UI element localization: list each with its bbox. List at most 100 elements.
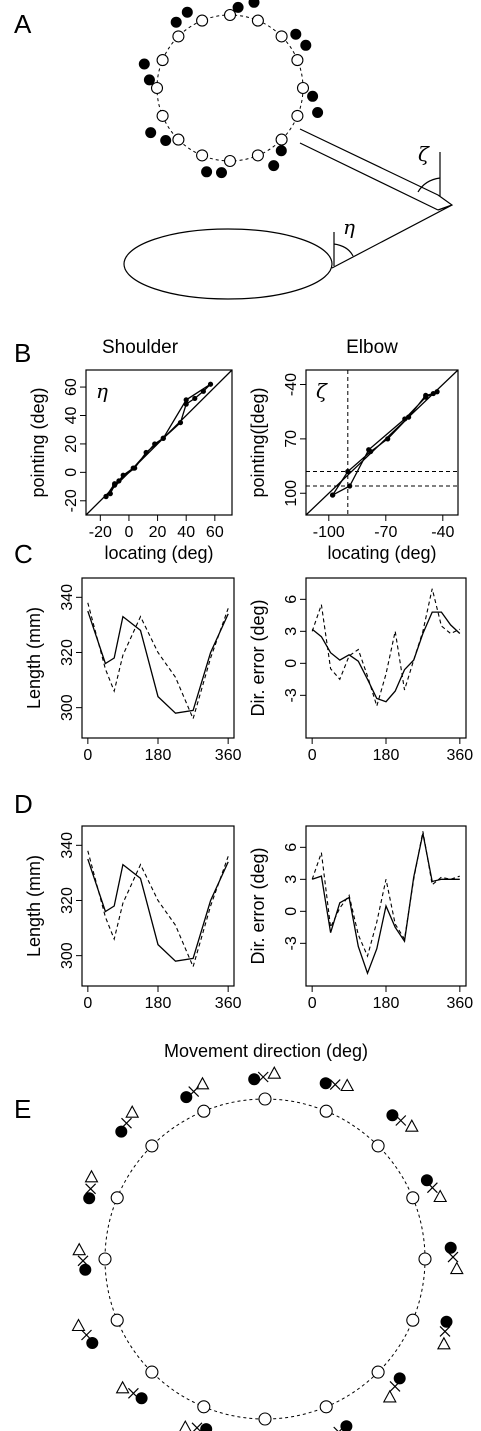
y-tick-label: 6 bbox=[283, 595, 300, 604]
y-tick-label: 300 bbox=[59, 694, 76, 721]
plot-frame bbox=[305, 577, 467, 739]
data-point bbox=[107, 491, 113, 497]
data-point bbox=[183, 401, 189, 407]
y-tick-label: 300 bbox=[59, 942, 76, 969]
target-marker bbox=[110, 1191, 124, 1205]
model-marker-cross bbox=[77, 1255, 89, 1267]
model-marker-triangle bbox=[449, 1261, 464, 1275]
pointing-marker bbox=[86, 1337, 99, 1349]
model-marker-triangle bbox=[195, 1076, 210, 1090]
target-marker bbox=[223, 154, 237, 168]
pointing-marker bbox=[300, 39, 312, 51]
model-marker-cross bbox=[329, 1079, 341, 1091]
data-point bbox=[366, 447, 372, 453]
data-point bbox=[132, 465, 138, 471]
pointing-marker bbox=[135, 1392, 148, 1405]
pointing-marker bbox=[248, 0, 260, 8]
model-marker-triangle bbox=[433, 1189, 448, 1203]
series-line-solid bbox=[311, 611, 461, 703]
model-marker-cross bbox=[426, 1182, 438, 1194]
target-marker bbox=[319, 1400, 333, 1414]
model-marker-cross bbox=[389, 1380, 401, 1392]
x-tick-label: 60 bbox=[206, 524, 224, 541]
target-marker bbox=[275, 30, 288, 43]
target-marker bbox=[258, 1412, 272, 1426]
model-marker-triangle bbox=[267, 1066, 282, 1079]
pointing-marker bbox=[170, 16, 182, 28]
data-point bbox=[345, 468, 351, 475]
y-tick-label: -3 bbox=[283, 688, 300, 702]
panel-letter-e: E bbox=[14, 1094, 31, 1124]
model-marker-triangle bbox=[340, 1078, 355, 1092]
target-marker bbox=[172, 133, 185, 146]
data-point bbox=[200, 388, 206, 394]
model-marker-triangle bbox=[84, 1169, 99, 1183]
model-marker-cross bbox=[188, 1086, 200, 1098]
data-point bbox=[330, 492, 336, 498]
x-axis-label: locating (deg) bbox=[327, 543, 436, 563]
model-marker-cross bbox=[191, 1422, 203, 1431]
series-line-dashed bbox=[311, 831, 460, 958]
target-marker bbox=[291, 54, 304, 67]
pointing-marker bbox=[420, 1174, 433, 1187]
x-tick-label: 0 bbox=[124, 524, 133, 541]
x-tick-label: 180 bbox=[145, 995, 172, 1012]
y-tick-label: 3 bbox=[283, 875, 300, 884]
target-marker bbox=[371, 1139, 385, 1153]
target-marker bbox=[197, 1104, 211, 1118]
x-tick-label: 360 bbox=[446, 995, 473, 1012]
model-marker-cross bbox=[395, 1115, 407, 1126]
data-point bbox=[347, 483, 353, 489]
y-tick-label: 6 bbox=[283, 843, 300, 852]
y-axis-label: pointing (deg) bbox=[28, 387, 48, 497]
series-line-solid bbox=[311, 833, 460, 976]
panel-letter-b: B bbox=[14, 338, 31, 368]
pointing-marker bbox=[248, 1073, 261, 1086]
target-marker bbox=[145, 1365, 159, 1379]
data-point bbox=[207, 381, 214, 387]
y-tick-label: 40 bbox=[63, 406, 80, 424]
target-marker bbox=[98, 1252, 112, 1266]
data-point bbox=[103, 493, 109, 500]
model-marker-cross bbox=[85, 1183, 97, 1195]
x-tick-label: 360 bbox=[215, 747, 242, 764]
chart-shoulder: -20 0 20 40 60 -20 0 20 40 60 pointing (deg) locati… bbox=[28, 369, 233, 563]
data-point bbox=[385, 436, 391, 442]
x-tick-label: 180 bbox=[373, 995, 400, 1012]
pointing-marker bbox=[312, 107, 324, 118]
pointing-marker bbox=[275, 145, 287, 157]
pointing-marker bbox=[138, 58, 150, 70]
y-tick-label: 0 bbox=[63, 468, 80, 477]
target-marker bbox=[150, 81, 164, 95]
chart-elbow: -100 -70 -40 100 70 -40 pointing([deg) locating… bbox=[248, 369, 459, 563]
pointing-marker bbox=[115, 1125, 128, 1138]
target-marker bbox=[275, 133, 288, 146]
model-marker-cross bbox=[439, 1325, 451, 1337]
x-tick-label: 180 bbox=[145, 747, 172, 764]
pointing-marker bbox=[83, 1192, 96, 1205]
y-axis-label: Length (mm) bbox=[24, 607, 44, 709]
model-marker-triangle bbox=[72, 1242, 87, 1256]
target-marker bbox=[251, 149, 264, 162]
y-tick-label: -20 bbox=[63, 489, 80, 512]
target-marker bbox=[406, 1191, 420, 1205]
target-marker bbox=[371, 1365, 385, 1379]
target-marker bbox=[196, 149, 209, 162]
y-tick-label: -3 bbox=[283, 936, 300, 950]
pointing-marker bbox=[444, 1241, 457, 1254]
y-tick-label: 340 bbox=[59, 832, 76, 859]
model-marker-triangle bbox=[382, 1389, 397, 1403]
target-marker bbox=[223, 8, 237, 22]
x-tick-label: 20 bbox=[149, 524, 167, 541]
x-tick-label: 360 bbox=[446, 747, 473, 764]
eta-angle-marker bbox=[333, 232, 354, 266]
x-tick-label: -20 bbox=[89, 524, 112, 541]
chart-d-length: 0 180 360 300 320 340 Length (mm) bbox=[24, 825, 242, 1012]
target-marker bbox=[196, 14, 209, 27]
x-tick-label: 0 bbox=[83, 747, 92, 764]
panel-letter-a: A bbox=[14, 9, 32, 39]
x-tick-label: -100 bbox=[313, 524, 345, 541]
plot-annotation: η bbox=[96, 379, 108, 403]
model-marker-cross bbox=[333, 1426, 345, 1431]
data-point bbox=[423, 394, 429, 400]
